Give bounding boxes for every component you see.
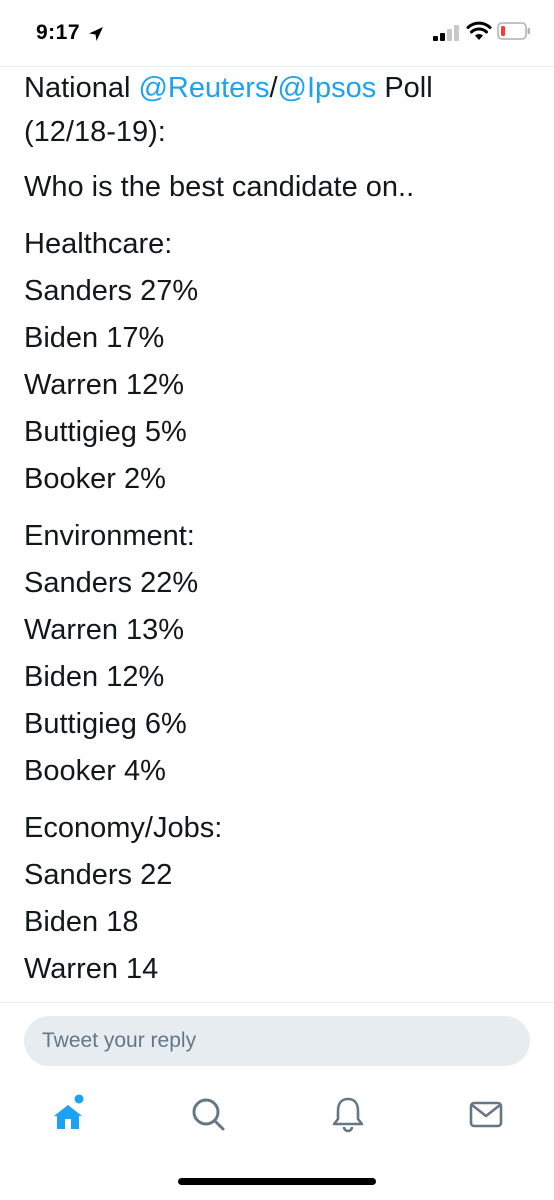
- environment-item: Biden 12%: [24, 661, 165, 693]
- environment-item: Buttigieg 6%: [24, 708, 187, 740]
- economy-item: Sanders 22: [24, 859, 173, 891]
- title-separator: /: [269, 72, 278, 104]
- poll-date-range: (12/18-19):: [24, 116, 166, 148]
- environment-item: Warren 13%: [24, 614, 185, 646]
- poll-question: Who is the best candidate on..: [24, 171, 415, 203]
- section-heading-economy: Economy/Jobs:: [24, 812, 223, 844]
- title-prefix: National: [24, 72, 139, 104]
- section-heading-healthcare: Healthcare:: [24, 228, 173, 260]
- messages-icon[interactable]: [466, 1094, 506, 1134]
- reply-divider: [0, 1002, 554, 1003]
- cellular-signal-icon: [433, 25, 459, 41]
- mention-ipsos[interactable]: @Ipsos: [277, 72, 377, 104]
- healthcare-item: Booker 2%: [24, 463, 166, 495]
- search-icon[interactable]: [188, 1094, 228, 1134]
- healthcare-item: Warren 12%: [24, 369, 185, 401]
- tweet-text: National @Reuters/@Ipsos Poll (12/18-19)…: [24, 66, 534, 1001]
- reply-input[interactable]: Tweet your reply: [24, 1016, 530, 1066]
- home-icon[interactable]: [48, 1094, 88, 1134]
- title-suffix: Poll: [376, 72, 433, 104]
- healthcare-item: Sanders 27%: [24, 275, 199, 307]
- section-heading-environment: Environment:: [24, 520, 195, 552]
- economy-item: Warren 14: [24, 953, 159, 985]
- economy-item: Biden 18: [24, 906, 139, 938]
- wifi-icon: [466, 21, 492, 40]
- environment-item: Sanders 22%: [24, 567, 199, 599]
- status-bar: 9:17: [0, 0, 554, 66]
- status-time: 9:17: [36, 21, 81, 44]
- home-indicator[interactable]: [178, 1178, 376, 1185]
- environment-item: Booker 4%: [24, 755, 166, 787]
- location-arrow-icon: [89, 27, 103, 41]
- economy-item: Buttigieg 5: [24, 993, 534, 1001]
- healthcare-item: Buttigieg 5%: [24, 416, 187, 448]
- top-divider: [0, 66, 554, 67]
- mention-reuters[interactable]: @Reuters: [138, 72, 270, 104]
- battery-low-icon: [497, 22, 530, 40]
- healthcare-item: Biden 17%: [24, 322, 165, 354]
- notifications-icon[interactable]: [328, 1094, 368, 1134]
- tweet-title-line: National @Reuters/@Ipsos Poll: [24, 66, 534, 110]
- reply-placeholder: Tweet your reply: [42, 1029, 197, 1052]
